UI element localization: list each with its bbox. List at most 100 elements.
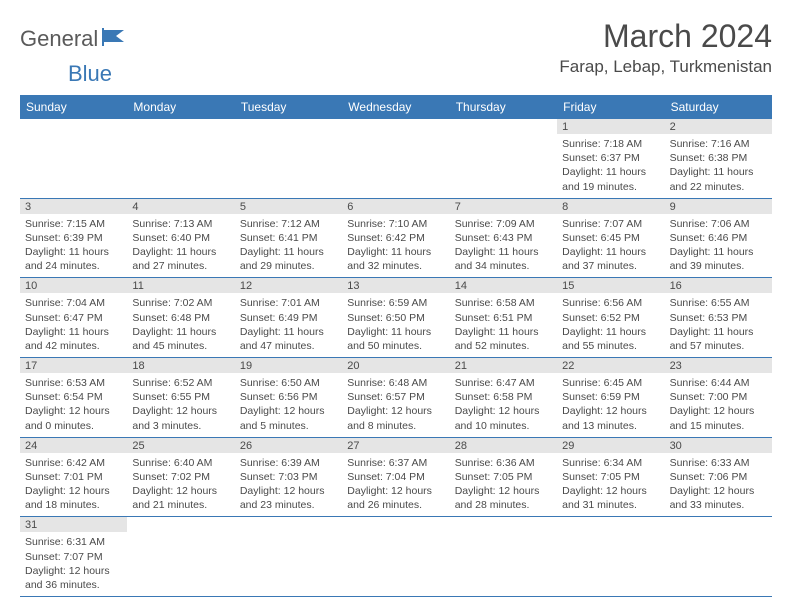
daylight-text-2: and 31 minutes. [562, 498, 659, 512]
daylight-text-2: and 28 minutes. [455, 498, 552, 512]
sunset-text: Sunset: 6:40 PM [132, 231, 229, 245]
sunset-text: Sunset: 6:51 PM [455, 311, 552, 325]
location-subtitle: Farap, Lebap, Turkmenistan [559, 57, 772, 77]
day-cell [235, 517, 342, 596]
day-cell: 19Sunrise: 6:50 AMSunset: 6:56 PMDayligh… [235, 358, 342, 437]
day-details: Sunrise: 7:07 AMSunset: 6:45 PMDaylight:… [557, 214, 664, 278]
title-block: March 2024 Farap, Lebap, Turkmenistan [559, 18, 772, 77]
logo-text-general: General [20, 26, 98, 52]
weekday-header: Thursday [450, 95, 557, 119]
day-number: 16 [665, 278, 772, 293]
daylight-text-2: and 33 minutes. [670, 498, 767, 512]
day-cell: 26Sunrise: 6:39 AMSunset: 7:03 PMDayligh… [235, 438, 342, 517]
day-number: 8 [557, 199, 664, 214]
sunset-text: Sunset: 6:41 PM [240, 231, 337, 245]
sunrise-text: Sunrise: 6:34 AM [562, 456, 659, 470]
daylight-text-1: Daylight: 11 hours [670, 245, 767, 259]
sunrise-text: Sunrise: 7:16 AM [670, 137, 767, 151]
weekday-header: Tuesday [235, 95, 342, 119]
day-cell: 15Sunrise: 6:56 AMSunset: 6:52 PMDayligh… [557, 278, 664, 357]
daylight-text-1: Daylight: 12 hours [455, 484, 552, 498]
sunrise-text: Sunrise: 6:31 AM [25, 535, 122, 549]
sunrise-text: Sunrise: 6:36 AM [455, 456, 552, 470]
day-details: Sunrise: 7:02 AMSunset: 6:48 PMDaylight:… [127, 293, 234, 357]
daylight-text-1: Daylight: 11 hours [455, 325, 552, 339]
sunrise-text: Sunrise: 7:02 AM [132, 296, 229, 310]
day-number: 27 [342, 438, 449, 453]
day-cell [557, 517, 664, 596]
day-details: Sunrise: 6:52 AMSunset: 6:55 PMDaylight:… [127, 373, 234, 437]
sunrise-text: Sunrise: 6:53 AM [25, 376, 122, 390]
day-details: Sunrise: 7:10 AMSunset: 6:42 PMDaylight:… [342, 214, 449, 278]
daylight-text-2: and 10 minutes. [455, 419, 552, 433]
day-details: Sunrise: 7:16 AMSunset: 6:38 PMDaylight:… [665, 134, 772, 198]
day-details: Sunrise: 6:48 AMSunset: 6:57 PMDaylight:… [342, 373, 449, 437]
sunrise-text: Sunrise: 7:12 AM [240, 217, 337, 231]
day-cell: 23Sunrise: 6:44 AMSunset: 7:00 PMDayligh… [665, 358, 772, 437]
sunrise-text: Sunrise: 6:52 AM [132, 376, 229, 390]
day-number: 24 [20, 438, 127, 453]
day-details: Sunrise: 7:06 AMSunset: 6:46 PMDaylight:… [665, 214, 772, 278]
sunset-text: Sunset: 6:57 PM [347, 390, 444, 404]
daylight-text-1: Daylight: 12 hours [132, 484, 229, 498]
day-cell: 31Sunrise: 6:31 AMSunset: 7:07 PMDayligh… [20, 517, 127, 596]
day-cell: 22Sunrise: 6:45 AMSunset: 6:59 PMDayligh… [557, 358, 664, 437]
sunrise-text: Sunrise: 6:40 AM [132, 456, 229, 470]
sunset-text: Sunset: 6:56 PM [240, 390, 337, 404]
sunset-text: Sunset: 6:59 PM [562, 390, 659, 404]
day-details: Sunrise: 7:01 AMSunset: 6:49 PMDaylight:… [235, 293, 342, 357]
sunrise-text: Sunrise: 6:56 AM [562, 296, 659, 310]
day-cell [665, 517, 772, 596]
week-row: 1Sunrise: 7:18 AMSunset: 6:37 PMDaylight… [20, 119, 772, 199]
day-cell: 21Sunrise: 6:47 AMSunset: 6:58 PMDayligh… [450, 358, 557, 437]
daylight-text-2: and 39 minutes. [670, 259, 767, 273]
day-cell: 1Sunrise: 7:18 AMSunset: 6:37 PMDaylight… [557, 119, 664, 198]
day-number: 2 [665, 119, 772, 134]
day-cell: 9Sunrise: 7:06 AMSunset: 6:46 PMDaylight… [665, 199, 772, 278]
sunrise-text: Sunrise: 6:33 AM [670, 456, 767, 470]
day-number: 25 [127, 438, 234, 453]
weekday-header: Sunday [20, 95, 127, 119]
day-cell: 20Sunrise: 6:48 AMSunset: 6:57 PMDayligh… [342, 358, 449, 437]
daylight-text-2: and 18 minutes. [25, 498, 122, 512]
day-number: 7 [450, 199, 557, 214]
day-cell: 18Sunrise: 6:52 AMSunset: 6:55 PMDayligh… [127, 358, 234, 437]
daylight-text-2: and 24 minutes. [25, 259, 122, 273]
week-row: 10Sunrise: 7:04 AMSunset: 6:47 PMDayligh… [20, 278, 772, 358]
day-number: 17 [20, 358, 127, 373]
day-details: Sunrise: 7:15 AMSunset: 6:39 PMDaylight:… [20, 214, 127, 278]
day-number: 13 [342, 278, 449, 293]
sunrise-text: Sunrise: 7:13 AM [132, 217, 229, 231]
day-details: Sunrise: 6:31 AMSunset: 7:07 PMDaylight:… [20, 532, 127, 596]
sunrise-text: Sunrise: 7:09 AM [455, 217, 552, 231]
day-number: 26 [235, 438, 342, 453]
day-number: 23 [665, 358, 772, 373]
day-number: 1 [557, 119, 664, 134]
day-cell: 13Sunrise: 6:59 AMSunset: 6:50 PMDayligh… [342, 278, 449, 357]
sunset-text: Sunset: 6:52 PM [562, 311, 659, 325]
daylight-text-2: and 45 minutes. [132, 339, 229, 353]
daylight-text-1: Daylight: 12 hours [455, 404, 552, 418]
calendar-grid: Sunday Monday Tuesday Wednesday Thursday… [20, 95, 772, 597]
day-number: 11 [127, 278, 234, 293]
sunrise-text: Sunrise: 6:37 AM [347, 456, 444, 470]
day-number: 18 [127, 358, 234, 373]
day-number: 3 [20, 199, 127, 214]
sunset-text: Sunset: 7:03 PM [240, 470, 337, 484]
sunset-text: Sunset: 6:49 PM [240, 311, 337, 325]
day-cell: 30Sunrise: 6:33 AMSunset: 7:06 PMDayligh… [665, 438, 772, 517]
sunrise-text: Sunrise: 6:39 AM [240, 456, 337, 470]
day-cell [20, 119, 127, 198]
day-cell: 14Sunrise: 6:58 AMSunset: 6:51 PMDayligh… [450, 278, 557, 357]
daylight-text-2: and 36 minutes. [25, 578, 122, 592]
daylight-text-1: Daylight: 12 hours [240, 404, 337, 418]
sunrise-text: Sunrise: 6:59 AM [347, 296, 444, 310]
daylight-text-2: and 29 minutes. [240, 259, 337, 273]
month-title: March 2024 [559, 18, 772, 55]
sunrise-text: Sunrise: 7:04 AM [25, 296, 122, 310]
day-cell: 8Sunrise: 7:07 AMSunset: 6:45 PMDaylight… [557, 199, 664, 278]
daylight-text-1: Daylight: 11 hours [347, 245, 444, 259]
logo-text-blue: Blue [68, 61, 112, 87]
sunset-text: Sunset: 6:55 PM [132, 390, 229, 404]
sunrise-text: Sunrise: 6:58 AM [455, 296, 552, 310]
